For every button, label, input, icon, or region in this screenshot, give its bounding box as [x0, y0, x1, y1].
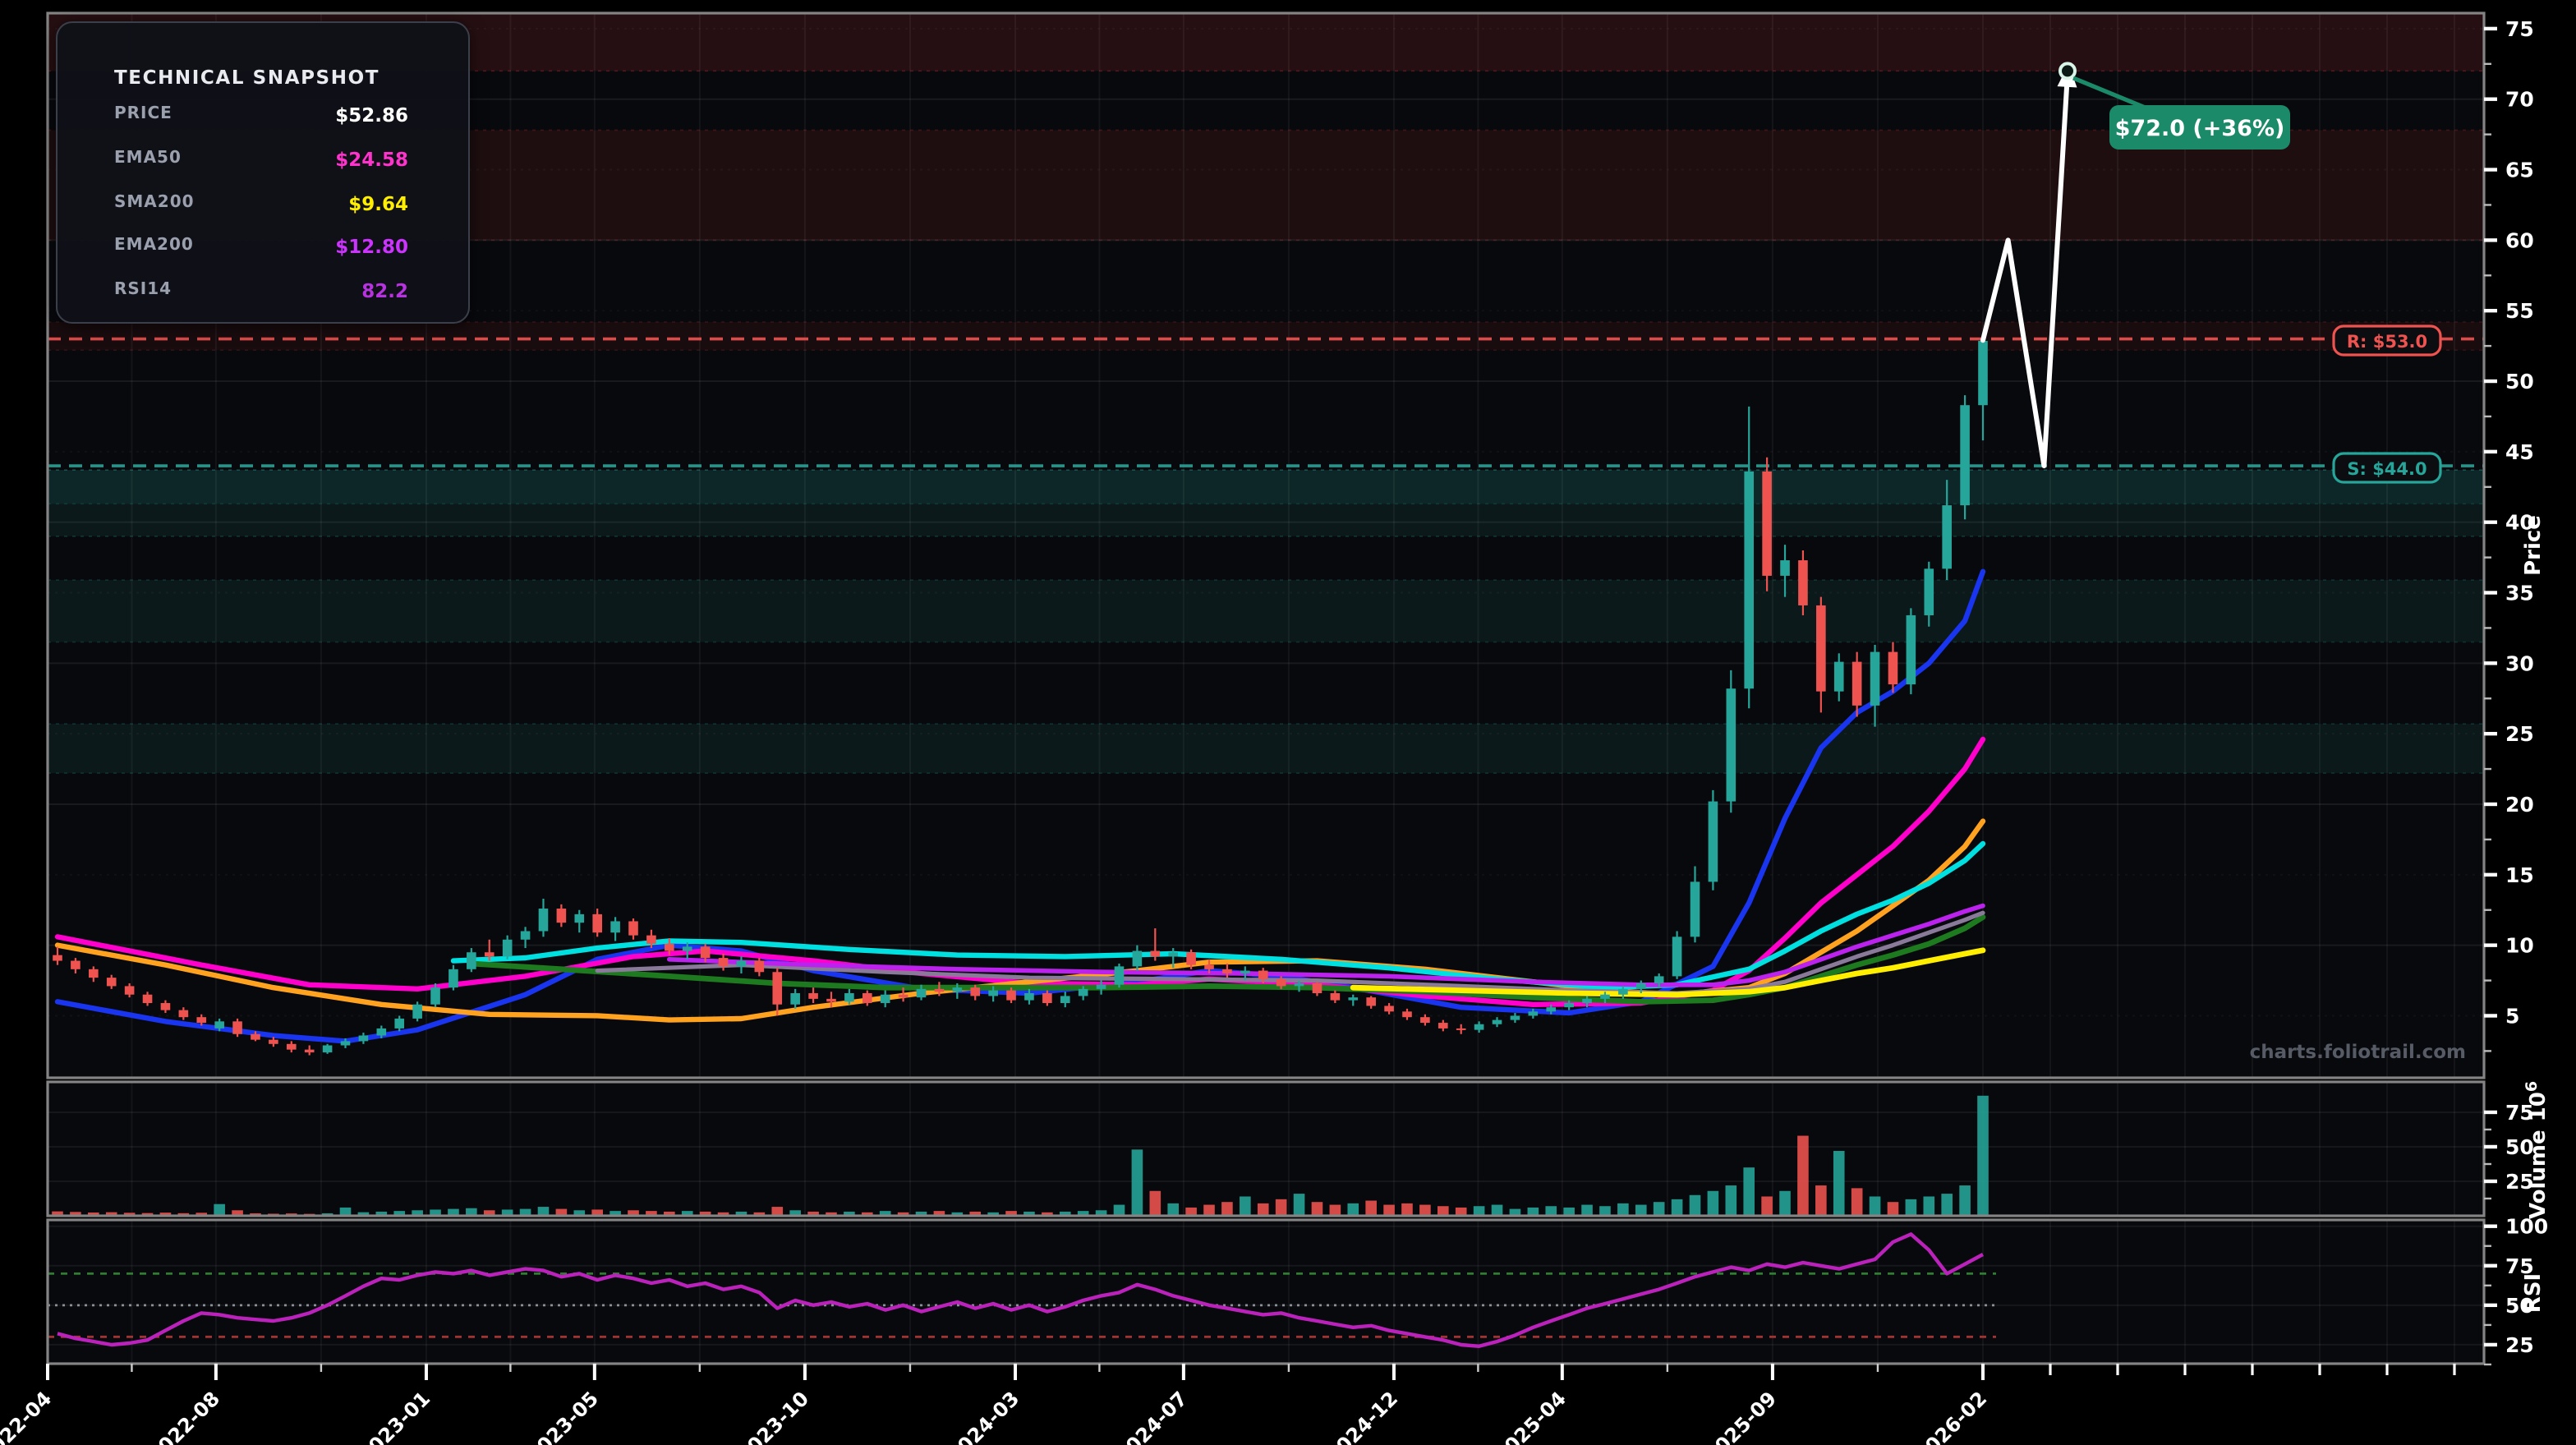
svg-text:25: 25: [2505, 722, 2534, 746]
snapshot-title: TECHNICAL SNAPSHOT: [114, 66, 380, 89]
zone: [48, 724, 2484, 774]
price-target-badge: $72.0 (+36%): [2072, 76, 2290, 150]
snapshot-row-label: PRICE: [114, 105, 172, 123]
svg-text:100: 100: [2505, 1215, 2548, 1239]
snapshot-row-label: RSI14: [114, 280, 172, 298]
snapshot-row-price: PRICE $52.86: [114, 104, 408, 128]
x-tick-label: 2025-09: [1700, 1387, 1781, 1445]
snapshot-row-value: $12.80: [335, 235, 408, 258]
ma-line-SMA50: [450, 840, 1986, 991]
gridlines: [47, 13, 2484, 1364]
svg-text:40: 40: [2505, 511, 2534, 535]
support-label: S: $44.0: [2347, 459, 2426, 479]
technical-snapshot-panel: TECHNICAL SNAPSHOT PRICE $52.86 EMA50 $2…: [55, 21, 469, 324]
svg-text:75: 75: [2505, 1254, 2534, 1278]
svg-text:75: 75: [2505, 17, 2534, 41]
volume-bars-group: [52, 1095, 1989, 1216]
svg-text:25: 25: [2505, 1333, 2534, 1357]
svg-text:30: 30: [2505, 651, 2534, 675]
zone: [48, 580, 2484, 642]
svg-text:25: 25: [2505, 1170, 2534, 1194]
snapshot-row-value: $9.64: [348, 191, 408, 214]
support-level-badge: S: $44.0: [2332, 452, 2442, 484]
svg-text:60: 60: [2505, 228, 2534, 252]
candles-group: [53, 333, 1988, 1056]
zone: [48, 470, 2484, 536]
ma-line-SMA150: [468, 914, 1986, 1005]
x-tick-label: 2022-08: [144, 1387, 224, 1445]
ma-line-SMA100: [54, 818, 1986, 1023]
rsi-axis-title: RSI: [2521, 1273, 2546, 1313]
x-tick-label: 2023-10: [733, 1387, 813, 1445]
snapshot-row-rsi14: RSI14 82.2: [114, 278, 408, 303]
ma-line-SMA200: [1350, 947, 1986, 998]
target-label: $72.0 (+36%): [2115, 116, 2285, 141]
x-tick-label: 2023-05: [522, 1387, 603, 1445]
x-tick-label: 2026-02: [1911, 1387, 1992, 1445]
svg-text:65: 65: [2505, 159, 2534, 182]
svg-text:5: 5: [2505, 1004, 2519, 1028]
zone: [48, 470, 2484, 504]
resistance-level-badge: R: $53.0: [2332, 324, 2442, 357]
snapshot-row-value: 82.2: [361, 278, 408, 301]
zone: [48, 321, 2484, 351]
x-tick-label: 2024-03: [944, 1387, 1024, 1445]
x-tick-label: 2023-01: [355, 1387, 435, 1445]
x-tick-label: 2025-04: [1490, 1387, 1571, 1445]
snapshot-row-label: EMA50: [114, 150, 182, 168]
svg-text:20: 20: [2505, 793, 2534, 817]
svg-text:15: 15: [2505, 863, 2534, 887]
annotations: [1980, 62, 2077, 468]
rsi-line: [57, 1232, 1985, 1349]
chart-series: [48, 333, 2484, 1349]
x-tick-label: 2024-12: [1322, 1387, 1403, 1445]
price-axis-title: Price: [2521, 515, 2546, 576]
volume-axis-title: Volume106: [2523, 1081, 2551, 1219]
svg-text:45: 45: [2505, 440, 2534, 464]
target-marker: [2058, 62, 2077, 81]
snapshot-row-value: $24.58: [335, 148, 408, 171]
x-tick-label: 2024-07: [1111, 1387, 1192, 1445]
projection-line: [1980, 71, 2070, 468]
snapshot-row-ema200: EMA200 $12.80: [114, 235, 408, 260]
svg-text:75: 75: [2505, 1101, 2534, 1125]
svg-text:35: 35: [2505, 582, 2534, 605]
x-tick-label: 2022-04: [0, 1387, 56, 1445]
svg-text:70: 70: [2505, 88, 2534, 112]
svg-text:50: 50: [2505, 370, 2534, 393]
svg-text:50: 50: [2505, 1294, 2534, 1318]
svg-text:55: 55: [2505, 299, 2534, 323]
snapshot-row-sma200: SMA200 $9.64: [114, 191, 408, 216]
resistance-label: R: $53.0: [2347, 332, 2427, 352]
svg-text:10: 10: [2505, 934, 2534, 958]
watermark: charts.foliotrail.com: [2250, 1042, 2466, 1063]
ma-line-EMA200: [666, 903, 1985, 987]
target-leader-line: [2072, 76, 2148, 111]
snapshot-row-ema50: EMA50 $24.58: [114, 148, 408, 173]
svg-text:50: 50: [2505, 1135, 2534, 1159]
snapshot-row-value: $52.86: [335, 104, 408, 127]
snapshot-row-label: SMA200: [114, 193, 195, 211]
snapshot-row-label: EMA200: [114, 237, 194, 255]
